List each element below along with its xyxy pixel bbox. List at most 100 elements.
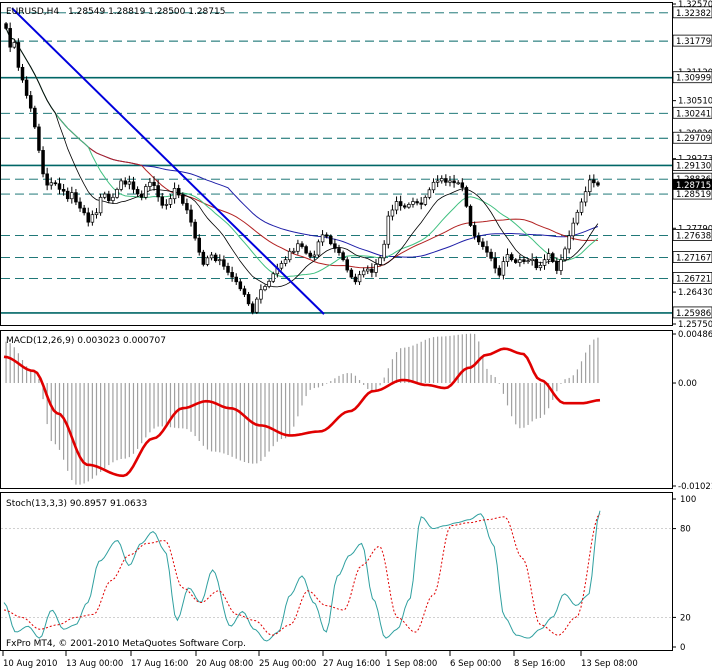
candle-body — [526, 260, 530, 263]
candle-body — [493, 257, 497, 269]
candle-body — [12, 42, 17, 48]
candle-body — [246, 294, 251, 305]
candle-body — [456, 182, 460, 185]
candle-body — [28, 95, 33, 109]
candle-body — [353, 276, 358, 283]
macd-panel — [3, 333, 601, 485]
candle-body — [518, 259, 522, 263]
time-tick-label: 6 Sep 00:00 — [450, 659, 501, 669]
candle-body — [571, 222, 576, 237]
candle-body — [111, 196, 115, 201]
candle-body — [386, 215, 391, 245]
candle-body — [567, 235, 571, 250]
candle-body — [320, 234, 325, 243]
price-level-tag-label: 1.27167 — [676, 254, 711, 264]
candle-body — [168, 198, 173, 205]
candle-body — [485, 246, 489, 253]
candle-body — [419, 202, 423, 205]
candle-body — [41, 150, 45, 175]
candle-body — [102, 193, 107, 198]
candle-body — [374, 264, 378, 273]
candle-body — [78, 201, 82, 209]
candle-body — [115, 188, 119, 198]
candle-body — [139, 193, 144, 198]
candle-body — [4, 23, 8, 29]
candle-body — [185, 203, 189, 211]
candle-body — [292, 250, 296, 253]
candle-body — [444, 178, 448, 183]
candle-body — [370, 268, 374, 273]
candle-body — [587, 179, 592, 193]
candle-body — [238, 281, 243, 290]
candle-body — [152, 181, 156, 186]
stoch-tick-label: 80 — [680, 525, 691, 535]
candle-body — [513, 259, 518, 263]
price-level-tag-label: 1.29709 — [676, 134, 711, 144]
candle-body — [530, 258, 534, 262]
candle-body — [213, 254, 218, 262]
candle-body — [440, 178, 444, 182]
candle-body — [37, 126, 41, 151]
candle-body — [427, 189, 432, 198]
candle-body — [522, 259, 526, 262]
price-tick-label: 1.26430 — [678, 288, 712, 298]
candle-body — [8, 28, 12, 48]
ma-red-line — [5, 28, 598, 269]
candle-body — [144, 186, 148, 198]
ma-blue-line — [5, 28, 599, 258]
candle-body — [501, 261, 506, 276]
candle-body — [596, 182, 600, 186]
candle-body — [94, 212, 99, 216]
candle-body — [592, 179, 596, 184]
stoch-title: Stoch(13,3,3) 90.8957 91.0633 — [6, 499, 147, 509]
time-tick-label: 1 Sep 08:00 — [386, 659, 437, 669]
candle-body — [160, 196, 164, 206]
candle-body — [489, 251, 493, 259]
price-level-tag — [672, 131, 712, 144]
candle-body — [279, 263, 284, 269]
candle-body — [123, 180, 128, 185]
stoch-panel-frame — [0, 492, 673, 651]
trendline — [11, 7, 325, 315]
candle-body — [476, 235, 481, 243]
candle-body — [312, 254, 317, 257]
candle-body — [411, 201, 415, 205]
macd-tick-label: 0.00 — [678, 379, 697, 389]
candle-body — [86, 212, 91, 223]
current-price-tag — [673, 178, 712, 190]
candle-body — [156, 185, 160, 198]
candle-body — [329, 235, 333, 245]
ma-black-line — [5, 28, 599, 288]
macd-panel-frame — [0, 330, 673, 489]
candle-body — [181, 194, 185, 204]
candle-body — [296, 243, 300, 252]
price-level-tag-label: 1.29130 — [676, 161, 711, 171]
candle-body — [300, 243, 304, 247]
candle-body — [33, 107, 37, 128]
candle-body — [563, 248, 567, 261]
candle-body — [538, 264, 543, 269]
candle-body — [234, 276, 238, 283]
time-tick-label: 13 Aug 00:00 — [66, 659, 123, 669]
price-level-tag — [672, 6, 712, 19]
candle-body — [509, 254, 514, 261]
price-level-tag-label: 1.28519 — [676, 190, 711, 200]
candle-body — [267, 280, 271, 287]
price-tick-label: 1.25750 — [678, 320, 712, 330]
candle-body — [197, 237, 201, 253]
stoch-tick-label: 0 — [680, 643, 685, 653]
candle-body — [201, 251, 206, 265]
stoch-panel — [1, 510, 672, 642]
price-level-tag-label: 1.27638 — [676, 231, 711, 241]
candle-body — [222, 259, 226, 267]
candle-body — [337, 248, 341, 254]
candle-body — [24, 79, 29, 96]
time-tick-label: 17 Aug 16:00 — [131, 659, 188, 669]
candle-body — [45, 173, 49, 186]
price-level-tag — [672, 71, 712, 84]
candle-body — [250, 303, 255, 313]
candle-body — [308, 252, 312, 257]
candle-body — [316, 241, 321, 256]
